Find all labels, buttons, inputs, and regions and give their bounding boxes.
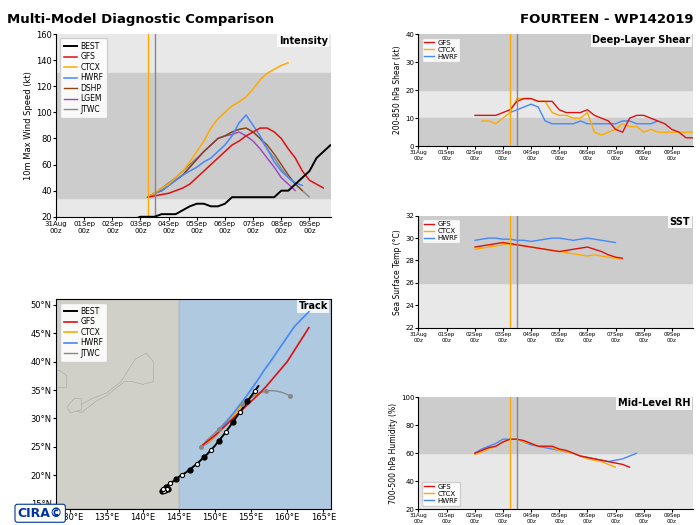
Y-axis label: 700-500 hPa Humidity (%): 700-500 hPa Humidity (%) (389, 403, 398, 504)
Legend: BEST, GFS, CTCX, HWRF, DSHP, LGEM, JTWC: BEST, GFS, CTCX, HWRF, DSHP, LGEM, JTWC (60, 38, 107, 118)
Y-axis label: 200-850 hPa Shear (kt): 200-850 hPa Shear (kt) (393, 46, 402, 134)
Polygon shape (74, 353, 153, 413)
Polygon shape (34, 370, 66, 393)
Legend: GFS, CTCX, HWRF: GFS, CTCX, HWRF (422, 481, 460, 506)
Text: Mid-Level RH: Mid-Level RH (618, 398, 690, 408)
Text: SST: SST (670, 217, 690, 227)
Bar (56, 74, 330, 160)
Bar (419, 34, 693, 90)
Text: CIRA©: CIRA© (18, 507, 63, 520)
Y-axis label: Sea Surface Temp (°C): Sea Surface Temp (°C) (393, 229, 402, 314)
Y-axis label: 10m Max Wind Speed (kt): 10m Max Wind Speed (kt) (25, 71, 33, 180)
Text: FOURTEEN - WP142019: FOURTEEN - WP142019 (519, 13, 693, 26)
Legend: GFS, CTCX, HWRF: GFS, CTCX, HWRF (422, 38, 460, 62)
Legend: BEST, GFS, CTCX, HWRF, JTWC: BEST, GFS, CTCX, HWRF, JTWC (60, 303, 107, 362)
Bar (419, 118, 693, 146)
Bar (56, 299, 178, 509)
Text: Track: Track (298, 301, 328, 311)
Text: Multi-Model Diagnostic Comparison: Multi-Model Diagnostic Comparison (7, 13, 274, 26)
Bar (56, 160, 330, 198)
Bar (419, 216, 693, 283)
Text: Deep-Layer Shear: Deep-Layer Shear (592, 35, 690, 45)
Text: Intensity: Intensity (279, 36, 328, 46)
Polygon shape (66, 398, 81, 413)
Bar (419, 397, 693, 453)
Legend: GFS, CTCX, HWRF: GFS, CTCX, HWRF (422, 219, 460, 244)
